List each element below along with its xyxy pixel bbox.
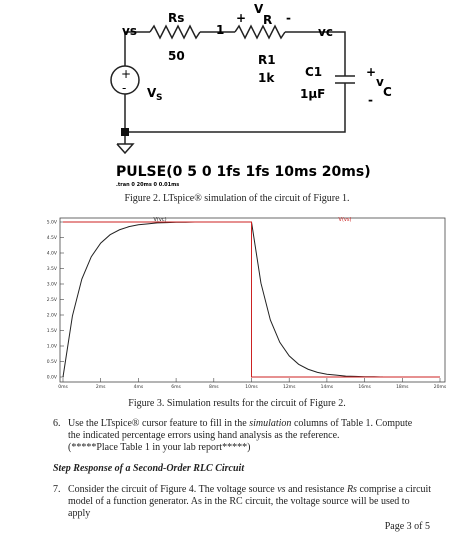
- y-tick-label: 0.5V: [47, 359, 58, 365]
- x-tick-label: 2ms: [96, 384, 106, 390]
- x-tick-label: 18ms: [396, 384, 409, 390]
- x-tick-label: 14ms: [321, 384, 334, 390]
- wires: [110, 24, 355, 155]
- text: vs: [277, 484, 286, 495]
- label: V: [254, 2, 264, 16]
- x-tick-label: 12ms: [283, 384, 296, 390]
- label: 1: [216, 23, 224, 37]
- label: v: [376, 75, 384, 89]
- caption: Figure 2. LTspice® simulation of the cir…: [124, 193, 350, 204]
- label: 50: [168, 49, 185, 63]
- label: S: [156, 93, 162, 103]
- x-tick-label: 0ms: [58, 384, 68, 390]
- legend-entry: V(vc): [153, 217, 166, 223]
- label: vc: [318, 25, 333, 39]
- label: +: [366, 65, 376, 79]
- y-tick-label: 4.0V: [47, 251, 58, 257]
- pulse-directive: PULSE(0 5 0 1fs 1fs 10ms 20ms): [116, 164, 371, 180]
- label: 1µF: [300, 87, 325, 101]
- text: simulation: [249, 418, 292, 429]
- label: 1k: [258, 71, 275, 85]
- text: (*****Place Table 1 in your lab report**…: [68, 442, 251, 453]
- paragraph: Use the LTspice® cursor feature to fill …: [68, 418, 418, 454]
- label: R1: [258, 53, 276, 67]
- circuit-diagram: vs Rs 50 1 + V R - vc R1 1k C1 1µF + v C…: [110, 2, 392, 188]
- page-number: Page 3 of 5: [384, 521, 430, 532]
- y-tick-label: 3.5V: [47, 266, 58, 272]
- label: -: [122, 81, 126, 95]
- text: Use the LTspice® cursor feature to fill …: [68, 418, 250, 429]
- label: C: [383, 85, 392, 99]
- text: comprise a circuit model of a function g…: [68, 484, 432, 519]
- list-number: 7.: [53, 484, 61, 495]
- label: R: [263, 13, 272, 27]
- y-tick-label: 3.0V: [47, 282, 58, 288]
- text: columns of Table 1. Compute the indicate…: [68, 418, 413, 441]
- y-tick-label: 2.5V: [47, 297, 58, 303]
- y-tick-label: 0.0V: [47, 375, 58, 381]
- paragraph: Consider the circuit of Figure 4. The vo…: [68, 484, 433, 520]
- caption: Figure 3. Simulation results for the cir…: [128, 398, 346, 409]
- series-line: [63, 221, 440, 378]
- y-tick-label: 5.0V: [47, 220, 58, 226]
- x-tick-label: 6ms: [171, 384, 181, 390]
- y-tick-label: 1.5V: [47, 328, 58, 334]
- label: -: [286, 11, 291, 25]
- label: V: [147, 86, 157, 100]
- x-tick-label: 10ms: [245, 384, 258, 390]
- label: +: [121, 67, 131, 81]
- label: +: [236, 11, 246, 25]
- tran-directive: .tran 0 20ms 0 0.01ms: [116, 182, 179, 188]
- legend-entry: V(vs): [339, 217, 352, 223]
- list-number: 6.: [53, 418, 61, 429]
- x-tick-label: 4ms: [134, 384, 144, 390]
- label: vs: [122, 24, 137, 38]
- text: Consider the circuit of Figure 4. The vo…: [68, 484, 278, 495]
- y-tick-label: 2.0V: [47, 313, 58, 319]
- x-tick-label: 8ms: [209, 384, 219, 390]
- label: Rs: [168, 11, 184, 25]
- heading: Step Response of a Second-Order RLC Circ…: [53, 463, 245, 474]
- plot-frame: [59, 217, 446, 383]
- text: Rs: [346, 484, 357, 495]
- text: and resistance: [285, 484, 347, 495]
- ground-node: [121, 128, 129, 136]
- y-tick-label: 1.0V: [47, 344, 58, 350]
- x-tick-label: 16ms: [358, 384, 371, 390]
- label: C1: [305, 65, 322, 79]
- chart: 0.0V 0.5V 1.0V 1.5V 2.0V 2.5V 3.0V 3.5V 4.0V 4.5V…: [47, 217, 447, 390]
- x-tick-label: 20ms: [434, 384, 447, 390]
- y-tick-label: 4.5V: [47, 235, 58, 241]
- label: -: [368, 93, 373, 107]
